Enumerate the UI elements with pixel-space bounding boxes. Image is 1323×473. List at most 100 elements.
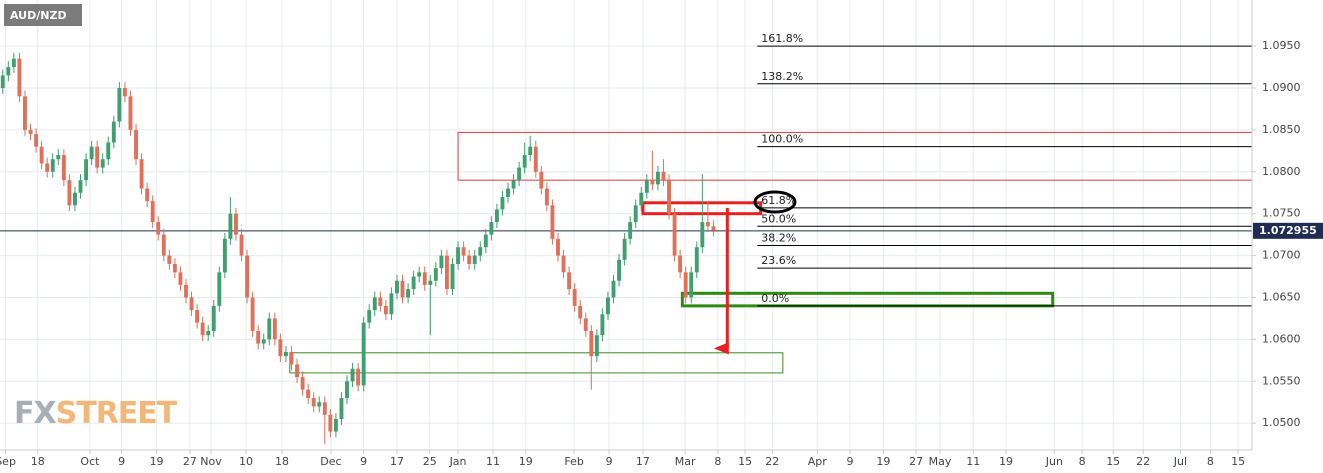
y-tick-label: 1.0550 [1262, 374, 1301, 387]
candle-body [383, 305, 388, 315]
y-tick-label: 1.0950 [1262, 39, 1301, 52]
candle-body [489, 222, 494, 235]
x-tick-label: Jan [449, 455, 467, 468]
candle-body [267, 318, 272, 340]
candle-body [67, 180, 72, 206]
candle-body [339, 398, 344, 419]
current-price-box [1253, 222, 1323, 239]
candle-body [178, 272, 183, 285]
candle-body [705, 222, 710, 227]
candle-body [95, 146, 100, 168]
candle-body [417, 272, 422, 277]
candle-body [73, 192, 77, 206]
candle-body [445, 255, 449, 290]
candle-body [694, 247, 699, 273]
candle-body [589, 331, 594, 357]
candle-body [261, 339, 266, 344]
candle-body [167, 255, 172, 264]
candle-body [711, 226, 716, 231]
fib-label: 38.2% [761, 232, 796, 245]
x-tick-label: 11 [966, 455, 980, 468]
x-tick-label: 18 [31, 455, 45, 468]
candle-body [611, 280, 616, 298]
candle-body [139, 159, 144, 189]
x-tick-label: 9 [360, 455, 367, 468]
x-tick-label: 8 [1079, 455, 1086, 468]
candle-body [11, 58, 16, 68]
candle-body [45, 163, 50, 172]
fib-label: 61.8% [761, 194, 796, 207]
y-tick-label: 1.0750 [1262, 207, 1301, 220]
candle-body [633, 205, 638, 223]
candle-body [494, 209, 499, 223]
candle-body [84, 159, 89, 181]
candle-body [683, 272, 688, 298]
candle-body [378, 297, 383, 306]
x-tick-label: Oct [80, 455, 100, 468]
candle-body [250, 297, 255, 332]
candle-body [272, 318, 277, 340]
candle-body [506, 188, 510, 197]
candle-body [184, 284, 188, 298]
candle-body [411, 276, 416, 290]
candle-body [50, 159, 55, 172]
x-tick-label: Nov [200, 455, 222, 468]
candle-body [650, 180, 655, 185]
candle-body [500, 196, 505, 210]
candle-body [511, 180, 516, 189]
candle-body [289, 351, 294, 365]
candle-body [356, 368, 361, 386]
candle-body [39, 146, 44, 164]
fib-label: 0.0% [761, 292, 789, 305]
y-tick-label: 1.0700 [1262, 249, 1301, 262]
candle-body [539, 171, 544, 189]
candle-body [278, 339, 283, 357]
highlight-ellipse [753, 190, 797, 214]
x-tick-label: Sep [0, 455, 16, 468]
candle-body [361, 322, 366, 386]
candle-body [100, 159, 105, 168]
candle-body [661, 171, 666, 181]
x-tick-label: 22 [1136, 455, 1150, 468]
x-tick-label: 27 [183, 455, 197, 468]
x-tick-label: 19 [519, 455, 533, 468]
candle-body [6, 67, 11, 76]
candle-body [644, 180, 649, 193]
candle-body [578, 305, 583, 319]
candle-body [556, 238, 560, 256]
candle-body [234, 213, 238, 235]
candle-body [461, 247, 466, 256]
x-tick-label: 25 [423, 455, 437, 468]
fib-label: 161.8% [761, 32, 803, 45]
candle-body [228, 213, 233, 239]
x-tick-label: 10 [239, 455, 253, 468]
fib-label: 138.2% [761, 70, 803, 83]
candle-body [89, 146, 94, 160]
candle-body [450, 263, 455, 290]
x-tick-label: 15 [1106, 455, 1120, 468]
candle-body [472, 255, 477, 264]
candle-body [456, 247, 460, 264]
candle-body [422, 272, 427, 285]
candle-body [283, 351, 288, 357]
fib-label: 100.0% [761, 133, 803, 146]
fib-label: 50.0% [761, 212, 796, 225]
candle-body [533, 146, 538, 172]
candle-body [367, 310, 372, 323]
candle-body [322, 402, 327, 415]
candle-body [406, 289, 411, 298]
x-tick-label: 19 [876, 455, 890, 468]
x-tick-label: 9 [606, 455, 613, 468]
y-tick-label: 1.0500 [1262, 416, 1301, 429]
current-price-label: 1.072955 [1259, 224, 1317, 237]
overlay: 1.0500 1.0550 1.0600 1.0650 1.0700 1.0750 1.08… [0, 32, 1323, 468]
candle-body [550, 205, 555, 239]
candle-body [483, 234, 488, 248]
candle-body [594, 335, 599, 357]
zone [457, 131, 1252, 181]
candle-body [544, 188, 549, 206]
candle-body [61, 155, 66, 181]
